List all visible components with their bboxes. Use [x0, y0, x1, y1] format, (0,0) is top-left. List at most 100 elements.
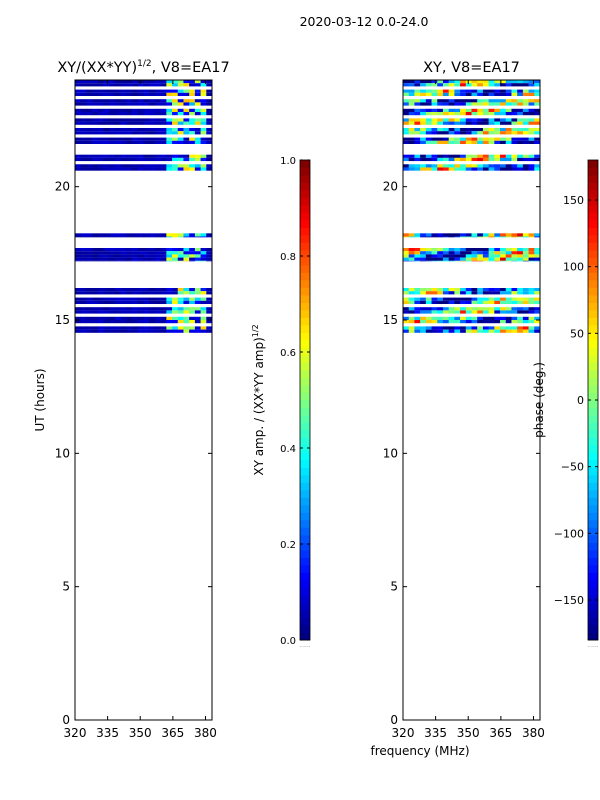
heatmap-cell — [437, 108, 444, 112]
heatmap-cell — [477, 118, 484, 122]
heatmap-cell — [103, 154, 110, 158]
colorbar-segment — [300, 347, 310, 356]
heatmap-cell — [189, 99, 196, 103]
heatmap-cell — [143, 80, 150, 84]
heatmap-cell — [92, 307, 99, 311]
heatmap-cell — [448, 102, 455, 106]
colorbar-segment — [300, 437, 310, 446]
heatmap-cell — [500, 329, 507, 333]
heatmap-cell — [177, 326, 184, 330]
heatmap-cell — [448, 236, 455, 238]
heatmap-cell — [477, 316, 484, 320]
heatmap-cell — [75, 320, 82, 324]
heatmap-cell — [189, 307, 196, 311]
heatmap-cell — [189, 80, 196, 84]
colorbar-segment — [588, 550, 598, 558]
heatmap-cell — [442, 108, 449, 112]
heatmap-cell — [160, 326, 167, 330]
heatmap-cell — [408, 102, 415, 106]
heatmap-cell — [206, 329, 213, 333]
heatmap-cell — [414, 257, 421, 261]
heatmap-cell — [92, 251, 99, 255]
heatmap-cell — [206, 233, 213, 237]
heatmap-cell — [465, 121, 472, 125]
heatmap-cell — [517, 248, 524, 252]
heatmap-cell — [200, 329, 207, 333]
heatmap-cell — [442, 99, 449, 103]
heatmap-cell — [80, 121, 87, 125]
heatmap-cell — [420, 233, 427, 237]
heatmap-cell — [166, 108, 173, 112]
heatmap-cell — [414, 320, 421, 324]
heatmap-cell — [103, 140, 110, 144]
heatmap-cell — [97, 288, 104, 292]
heatmap-cell — [517, 92, 524, 96]
heatmap-cell — [460, 300, 467, 304]
heatmap-cell — [454, 329, 461, 333]
heatmap-cell — [200, 260, 207, 262]
heatmap-cell — [194, 310, 201, 314]
heatmap-cell — [431, 121, 438, 125]
heatmap-cell — [103, 118, 110, 122]
heatmap-cell — [528, 297, 535, 301]
heatmap-cell — [206, 167, 213, 171]
heatmap-cell — [511, 164, 518, 168]
heatmap-cell — [408, 80, 415, 84]
heatmap-cell — [460, 108, 467, 112]
colorbar-segment — [300, 602, 310, 611]
heatmap-cell — [420, 99, 427, 103]
heatmap-cell — [154, 260, 161, 262]
heatmap-cell — [183, 137, 190, 141]
heatmap-cell — [183, 329, 190, 333]
heatmap-cell — [465, 92, 472, 96]
heatmap-cell — [143, 121, 150, 125]
heatmap-cell — [534, 248, 541, 252]
heatmap-cell — [97, 260, 104, 262]
heatmap-cell — [505, 310, 512, 314]
heatmap-cell — [189, 260, 196, 262]
heatmap-cell — [465, 83, 472, 87]
colorbar-segment — [588, 430, 598, 438]
heatmap-cell — [103, 329, 110, 333]
colorbar-segment — [588, 595, 598, 603]
heatmap-cell — [86, 131, 93, 135]
heatmap-cell — [528, 164, 535, 168]
heatmap-cell — [177, 236, 184, 238]
heatmap-cell — [75, 310, 82, 314]
heatmap-cell — [465, 254, 472, 258]
heatmap-cell — [442, 157, 449, 162]
heatmap-cell — [137, 102, 144, 106]
colorbar-segment — [588, 520, 598, 528]
heatmap-cell — [75, 89, 82, 93]
heatmap-cell — [80, 154, 87, 158]
heatmap-cell — [172, 300, 179, 304]
heatmap-cell — [86, 112, 93, 116]
heatmap-cell — [403, 257, 410, 261]
colorbar-segment — [588, 445, 598, 453]
heatmap-cell — [460, 233, 467, 237]
heatmap-cell — [494, 307, 501, 311]
heatmap-cell — [189, 112, 196, 116]
heatmap-cell — [97, 92, 104, 96]
heatmap-cell — [420, 157, 427, 162]
heatmap-cell — [80, 316, 87, 320]
colorbar-segment — [300, 212, 310, 221]
heatmap-cell — [120, 236, 127, 238]
heatmap-cell — [448, 112, 455, 116]
heatmap-cell — [92, 236, 99, 238]
heatmap-cell — [194, 300, 201, 304]
heatmap-cell — [126, 154, 133, 158]
heatmap-cell — [534, 99, 541, 103]
heatmap-cell — [414, 92, 421, 96]
heatmap-cell — [154, 140, 161, 144]
colorbar-segment — [588, 602, 598, 611]
heatmap-cell — [465, 310, 472, 314]
heatmap-cell — [194, 167, 201, 171]
heatmap-cell — [465, 251, 472, 255]
heatmap-cell — [482, 137, 489, 141]
heatmap-cell — [505, 236, 512, 238]
heatmap-cell — [494, 92, 501, 96]
heatmap-cell — [454, 140, 461, 144]
